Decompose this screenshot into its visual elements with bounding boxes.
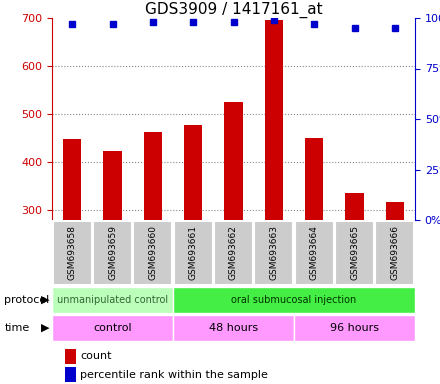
Bar	[214, 221, 253, 285]
Text: GSM693658: GSM693658	[68, 225, 77, 280]
Bar	[386, 202, 404, 220]
Text: count: count	[80, 351, 111, 361]
Text: percentile rank within the sample: percentile rank within the sample	[80, 370, 268, 380]
Bar	[93, 221, 132, 285]
Bar	[65, 349, 76, 364]
Text: GSM693661: GSM693661	[189, 225, 198, 280]
Bar	[184, 125, 202, 220]
Text: GSM693663: GSM693663	[269, 225, 279, 280]
Text: GSM693662: GSM693662	[229, 225, 238, 280]
Bar	[295, 221, 334, 285]
Bar	[174, 221, 213, 285]
Text: 48 hours: 48 hours	[209, 323, 258, 333]
Text: GSM693665: GSM693665	[350, 225, 359, 280]
Text: 96 hours: 96 hours	[330, 323, 379, 333]
Text: GSM693659: GSM693659	[108, 225, 117, 280]
Text: GSM693666: GSM693666	[390, 225, 400, 280]
Bar	[65, 367, 76, 382]
Text: control: control	[93, 323, 132, 333]
Text: GSM693660: GSM693660	[148, 225, 158, 280]
Text: protocol: protocol	[4, 295, 50, 305]
Bar	[144, 132, 162, 220]
Bar	[173, 315, 294, 341]
Bar	[52, 315, 173, 341]
Bar	[294, 315, 415, 341]
Bar	[265, 20, 283, 220]
Bar	[345, 193, 363, 220]
Bar	[53, 221, 92, 285]
Text: unmanipulated control: unmanipulated control	[57, 295, 168, 305]
Bar	[254, 221, 293, 285]
Bar	[305, 138, 323, 220]
Bar	[103, 151, 121, 220]
Bar	[63, 139, 81, 220]
Bar	[224, 102, 242, 220]
Bar	[375, 221, 414, 285]
Text: ▶: ▶	[41, 295, 50, 305]
Title: GDS3909 / 1417161_at: GDS3909 / 1417161_at	[145, 2, 323, 18]
Bar	[52, 287, 173, 313]
Bar	[133, 221, 172, 285]
Bar	[173, 287, 415, 313]
Text: ▶: ▶	[41, 323, 50, 333]
Text: GSM693664: GSM693664	[310, 225, 319, 280]
Text: oral submucosal injection: oral submucosal injection	[231, 295, 357, 305]
Bar	[335, 221, 374, 285]
Text: time: time	[4, 323, 29, 333]
